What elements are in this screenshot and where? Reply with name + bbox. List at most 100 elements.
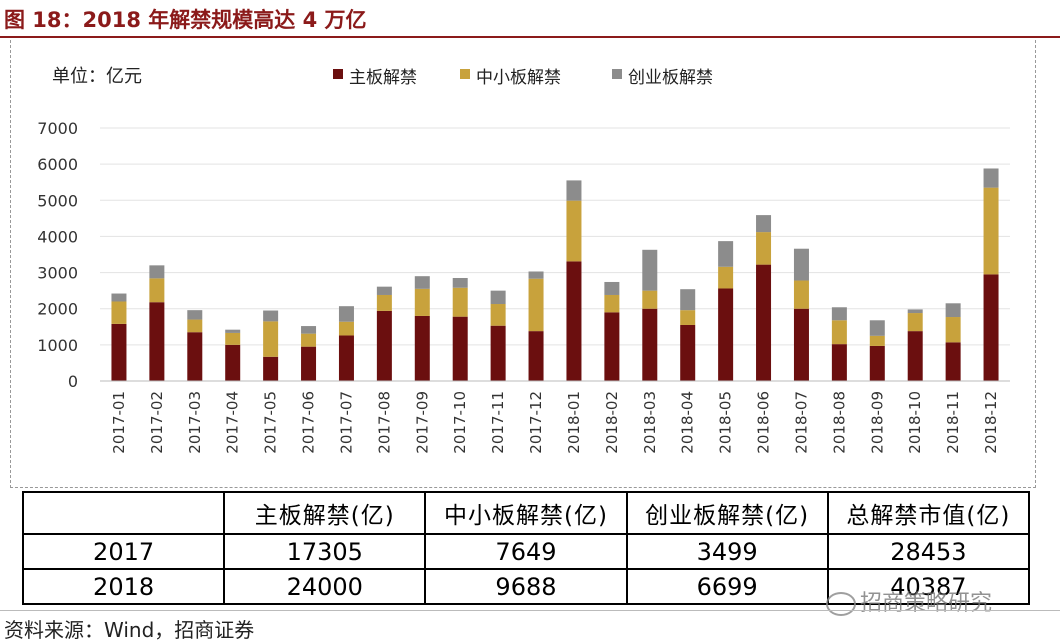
bars: [111, 168, 999, 381]
x-tick-label: 2018-05: [717, 391, 735, 454]
bar-segment: [793, 248, 809, 281]
bar-segment: [680, 324, 696, 381]
bar-segment: [945, 342, 961, 381]
bar-segment: [983, 187, 999, 275]
bar-segment: [907, 331, 923, 381]
bar-segment: [983, 168, 999, 188]
bar-segment: [263, 356, 279, 381]
bar-segment: [376, 294, 392, 311]
x-tick-label: 2018-08: [830, 391, 848, 454]
legend-label: 中小板解禁: [476, 68, 561, 88]
bar-segment: [225, 344, 241, 381]
stacked-bar-chart: 单位：亿元 主板解禁 中小板解禁 创业板解禁 0 1000 2000 3000 4000 50…: [37, 66, 1010, 454]
legend-swatch: [460, 69, 470, 79]
x-tick-label: 2017-09: [413, 391, 431, 454]
x-tick-label: 2017-08: [375, 391, 393, 454]
bar-segment: [111, 293, 127, 302]
bar-segment: [187, 319, 203, 333]
x-tick-label: 2017-03: [186, 391, 204, 454]
bar-segment: [945, 303, 961, 318]
x-tick-label: 2018-11: [944, 391, 962, 454]
bar-segment: [869, 335, 885, 346]
x-tick-label: 2018-06: [755, 391, 773, 454]
bar-segment: [718, 241, 734, 267]
bar-segment: [263, 310, 279, 322]
y-tick-label: 2000: [37, 300, 78, 319]
table-cell: 40387: [826, 568, 1031, 605]
table-cell: 24000: [223, 568, 427, 605]
bar-segment: [793, 308, 809, 381]
bar-segment: [528, 278, 544, 332]
x-tick-label: 2017-06: [300, 391, 318, 454]
bar-segment: [756, 264, 772, 381]
x-tick-label: 2017-11: [489, 391, 507, 454]
x-tick-label: 2017-01: [110, 391, 128, 454]
bar-segment: [756, 215, 772, 233]
legend-label: 主板解禁: [349, 68, 417, 88]
x-axis-ticks: 2017-01 2017-02 2017-03 2017-04 2017-05 2017-…: [110, 391, 1000, 454]
bar-segment: [604, 294, 620, 313]
summary-table: 主板解禁(亿) 中小板解禁(亿) 创业板解禁(亿) 总解禁市值(亿) 2017 …: [21, 491, 1031, 605]
bar-segment: [642, 308, 658, 381]
x-tick-label: 2017-07: [337, 391, 355, 454]
bar-segment: [490, 290, 506, 305]
bar-segment: [718, 266, 734, 289]
x-tick-label: 2017-05: [262, 391, 280, 454]
bar-segment: [680, 310, 696, 325]
title-rule: [0, 36, 1060, 38]
chart-frame: [10, 40, 1036, 488]
bar-segment: [869, 345, 885, 381]
bar-segment: [793, 280, 809, 309]
gridlines: [100, 127, 1010, 346]
table-cell: 9688: [424, 568, 628, 605]
bar-segment: [414, 276, 430, 289]
bar-segment: [225, 332, 241, 345]
bar-segment: [111, 301, 127, 324]
watermark-text: 招商策略研究: [860, 591, 993, 616]
x-tick-label: 2018-01: [565, 391, 583, 454]
table-cell: 2017: [21, 533, 226, 570]
bar-segment: [263, 321, 279, 357]
x-tick-label: 2018-03: [641, 391, 659, 454]
y-tick-label: 5000: [37, 191, 78, 210]
bar-segment: [452, 277, 468, 288]
bar-segment: [869, 320, 885, 336]
x-tick-label: 2018-12: [982, 391, 1000, 454]
bar-segment: [566, 261, 582, 381]
bar-segment: [414, 315, 430, 381]
y-tick-label: 6000: [37, 155, 78, 174]
bar-segment: [756, 232, 772, 265]
bar-segment: [831, 307, 847, 321]
bar-segment: [945, 317, 961, 343]
bar-segment: [149, 265, 165, 279]
unit-label: 单位：亿元: [52, 66, 142, 87]
bar-segment: [452, 316, 468, 381]
bar-segment: [566, 200, 582, 262]
table-header-cell: 总解禁市值(亿): [826, 491, 1031, 535]
x-tick-label: 2018-02: [603, 391, 621, 454]
table-row: 2018 24000 9688 6699 40387: [21, 568, 1031, 605]
table-cell: 2018: [21, 568, 226, 605]
x-tick-label: 2017-12: [527, 391, 545, 454]
x-tick-label: 2017-02: [148, 391, 166, 454]
table-header-cell: [21, 491, 226, 535]
y-tick-label: 0: [68, 372, 78, 391]
table-cell: 3499: [625, 533, 829, 570]
y-axis-ticks: 0 1000 2000 3000 4000 5000 6000 7000: [37, 119, 78, 391]
legend-swatch: [612, 69, 622, 79]
table-header-cell: 创业板解禁(亿): [625, 491, 829, 535]
bar-segment: [983, 274, 999, 381]
bar-segment: [604, 281, 620, 295]
x-tick-label: 2018-10: [906, 391, 924, 454]
bar-segment: [604, 312, 620, 381]
bar-segment: [149, 302, 165, 381]
bar-segment: [528, 271, 544, 279]
x-tick-label: 2018-07: [792, 391, 810, 454]
x-tick-label: 2017-10: [451, 391, 469, 454]
bar-segment: [831, 320, 847, 345]
y-tick-label: 1000: [37, 336, 78, 355]
bar-segment: [111, 323, 127, 381]
y-tick-label: 7000: [37, 119, 78, 138]
bar-segment: [301, 333, 317, 347]
bar-segment: [149, 278, 165, 303]
